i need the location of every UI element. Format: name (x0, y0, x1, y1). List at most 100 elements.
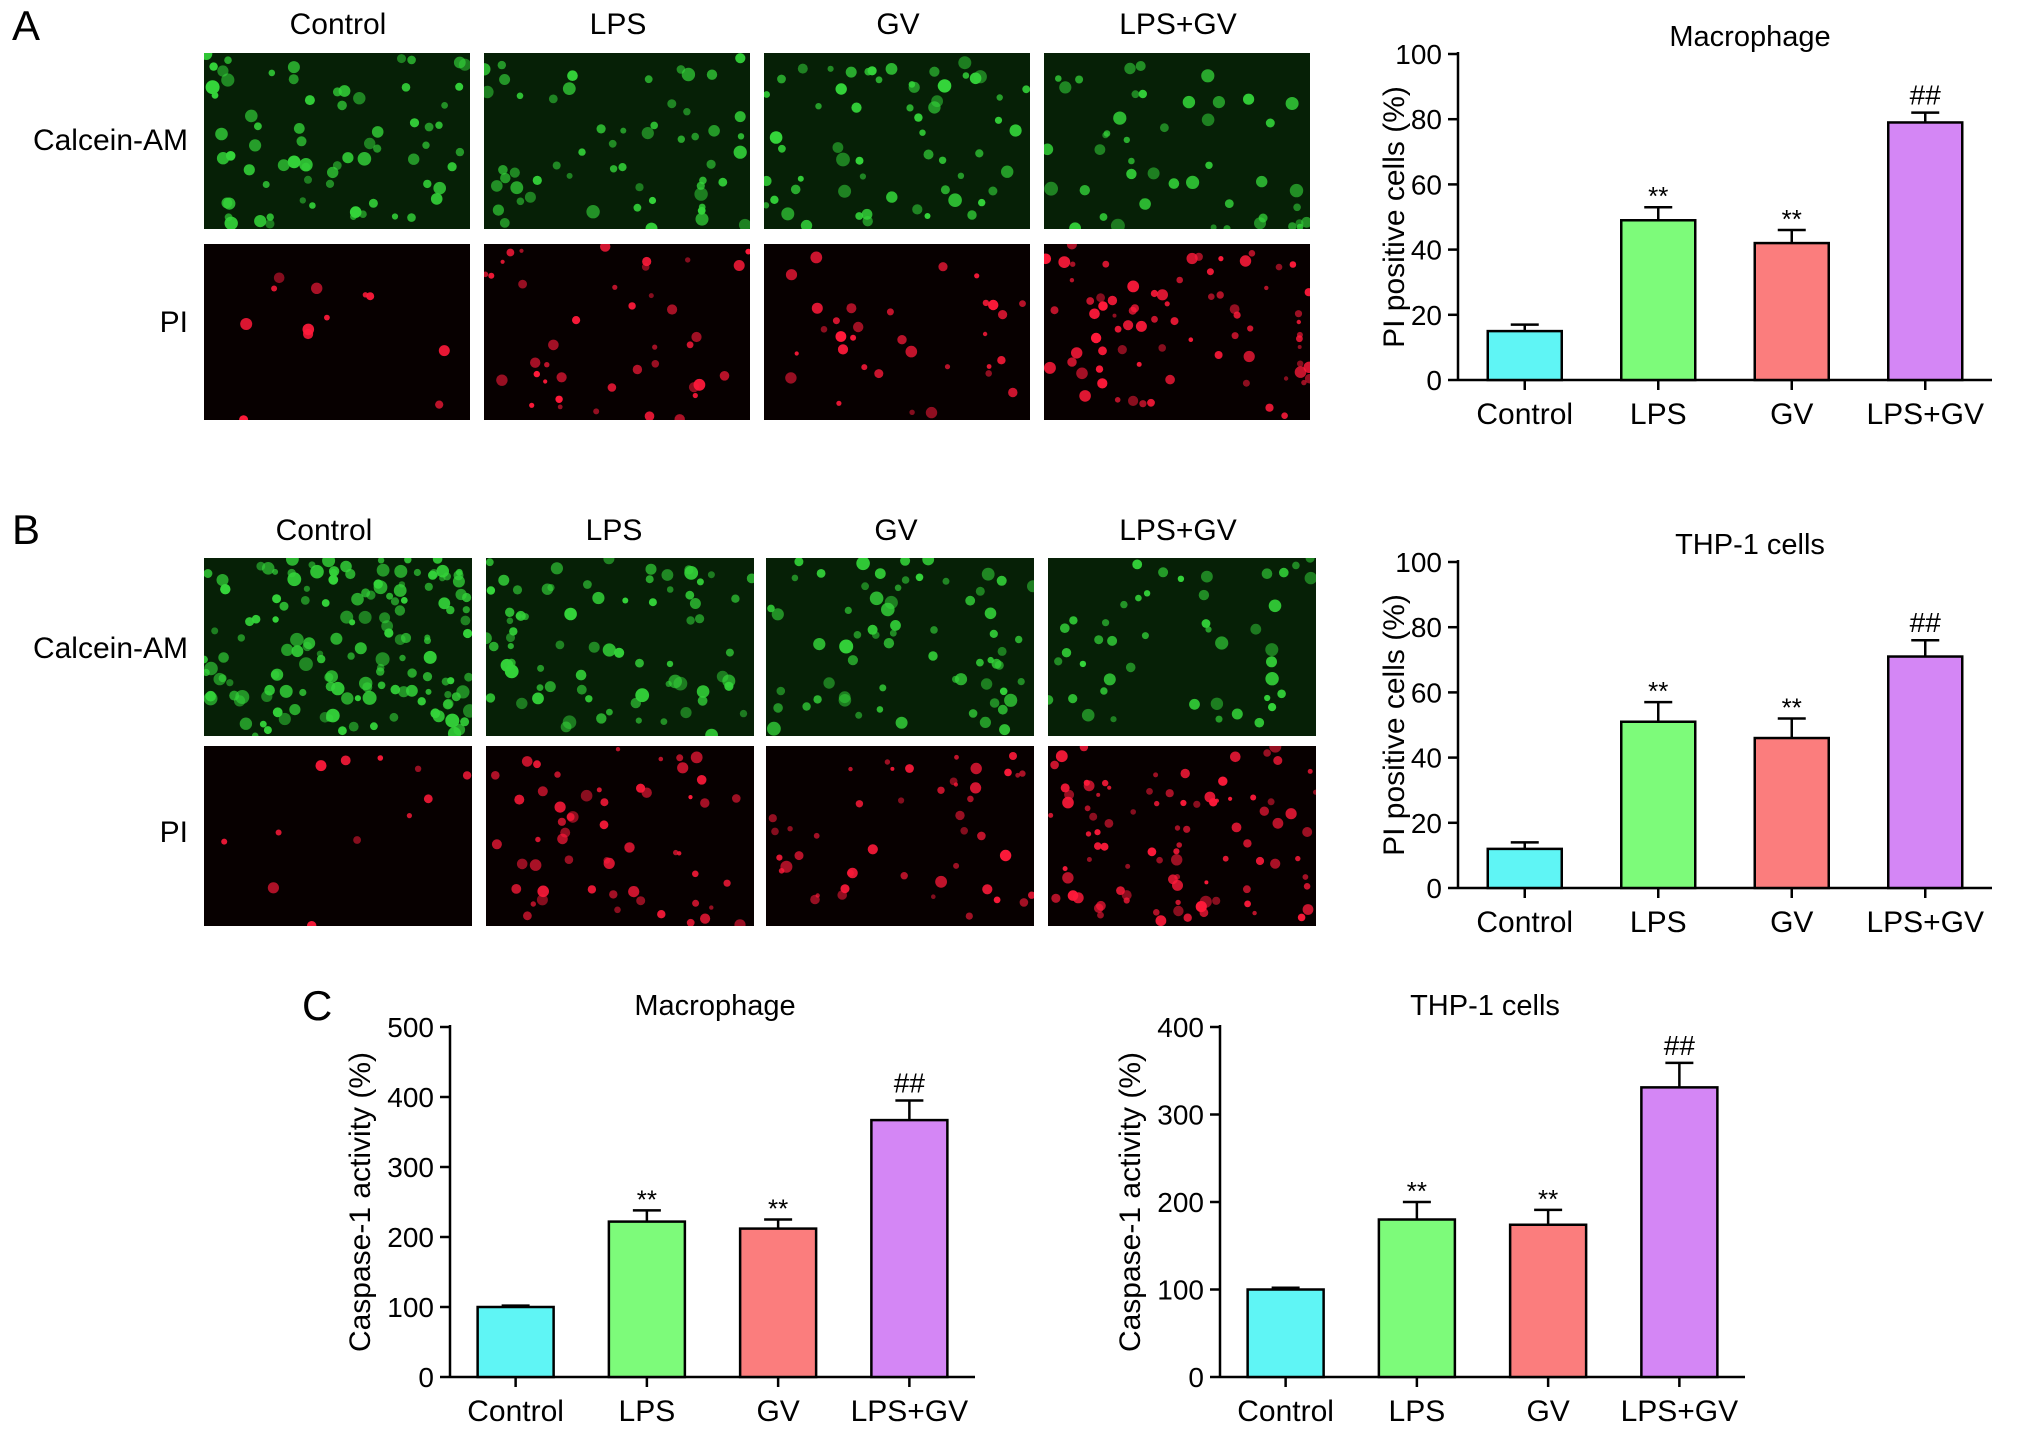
calcein-cell (889, 629, 897, 637)
pi-cell (1295, 855, 1301, 862)
y-tick-label: 100 (1157, 1275, 1204, 1306)
pi-cell (925, 406, 938, 419)
micrograph-b-pi-gv (766, 746, 1034, 926)
pi-cell (651, 360, 660, 368)
bar-gv (1508, 1223, 1588, 1379)
pi-cell (593, 408, 600, 415)
calcein-cell (928, 101, 941, 114)
pi-cell (557, 817, 566, 826)
pi-cell (496, 374, 508, 386)
pi-cell (1206, 268, 1214, 276)
pi-cell (1156, 289, 1168, 301)
calcein-cell (908, 81, 920, 93)
calcein-cell (1009, 124, 1022, 137)
calcein-cell (1004, 693, 1018, 707)
calcein-cell (397, 54, 406, 64)
pi-cell (491, 839, 502, 850)
bar-lps (607, 1220, 687, 1379)
calcein-cell (1268, 599, 1282, 613)
pi-cell (580, 789, 593, 802)
calcein-cell (999, 724, 1011, 736)
pi-cell (1064, 789, 1075, 800)
calcein-cell (576, 684, 587, 695)
pi-cell (1128, 306, 1137, 315)
pi-cell (938, 262, 948, 272)
calcein-cell (901, 576, 910, 584)
bar-gv (738, 1227, 818, 1379)
calcein-cell (1243, 93, 1255, 105)
calcein-cell (254, 122, 262, 131)
pi-cell (599, 820, 609, 830)
pi-cell (657, 910, 666, 919)
calcein-cell (1215, 636, 1229, 650)
pi-cell (533, 370, 540, 378)
calcein-cell (738, 218, 750, 229)
calcein-cell (666, 660, 674, 668)
pi-cell (1079, 390, 1091, 402)
pi-cell (1072, 892, 1084, 904)
x-tick-label: LPS (1630, 906, 1687, 939)
micrograph-b-calcein-control (204, 558, 472, 736)
calcein-cell (216, 152, 230, 165)
calcein-cell (509, 167, 520, 178)
calcein-cell (515, 610, 526, 621)
calcein-cell (362, 690, 377, 705)
calcein-cell (389, 712, 399, 722)
pi-cell (596, 787, 602, 793)
calcein-cell (667, 99, 677, 109)
pi-cell (676, 754, 684, 762)
pi-cell (723, 879, 731, 887)
calcein-cell (289, 704, 301, 716)
chart-c-thp1: THP-1 cells Caspase-1 activity (%) 0 100 200… (1110, 975, 1770, 1435)
calcein-cell (453, 723, 466, 736)
calcein-cell (484, 85, 494, 99)
bar-lps-gv (1887, 655, 1964, 890)
pi-cell (1153, 772, 1159, 778)
pi-cell (435, 400, 444, 409)
calcein-cell (342, 152, 354, 164)
pi-cell (1285, 808, 1297, 820)
calcein-cell (797, 63, 808, 74)
pi-cell (847, 867, 858, 879)
calcein-cell (884, 595, 898, 610)
significance-label: ## (1910, 80, 1942, 111)
calcein-cell (407, 668, 417, 678)
calcein-cell (1265, 643, 1279, 657)
calcein-cell (965, 595, 976, 606)
calcein-cell (291, 645, 304, 658)
pi-cell (1255, 856, 1265, 866)
calcein-cell (564, 607, 577, 621)
calcein-cell (562, 82, 576, 95)
significance-label: ## (894, 1068, 926, 1099)
calcein-cell (1054, 657, 1063, 666)
significance-label: ** (1407, 1176, 1427, 1206)
pi-cell (1156, 856, 1163, 864)
pi-cell (1265, 403, 1274, 412)
calcein-cell (773, 703, 783, 713)
pi-cell (745, 248, 750, 255)
calcein-cell (872, 631, 880, 639)
calcein-cell (764, 202, 770, 209)
pi-cell (685, 257, 691, 263)
pi-cell (1096, 792, 1101, 797)
pi-cell (955, 810, 965, 821)
calcein-cell (686, 616, 695, 625)
x-tick-label: GV (756, 1395, 799, 1428)
calcein-cell (221, 197, 233, 209)
pi-cell (414, 765, 422, 772)
calcein-cell (486, 558, 494, 567)
calcein-cell (989, 629, 998, 638)
pi-cell (944, 364, 951, 370)
pi-cell (1136, 361, 1142, 367)
calcein-cell (1001, 165, 1014, 178)
calcein-cell (322, 558, 336, 568)
pi-cell (1183, 825, 1191, 833)
calcein-cell (1138, 89, 1147, 99)
calcein-cell (499, 218, 510, 228)
calcein-cell (438, 597, 451, 610)
y-tick-label: 100 (1395, 39, 1442, 70)
pi-cell (898, 797, 905, 804)
pi-cell (1165, 374, 1175, 385)
calcein-cell (299, 688, 307, 697)
panel-a-col-label-gv: GV (876, 8, 920, 41)
